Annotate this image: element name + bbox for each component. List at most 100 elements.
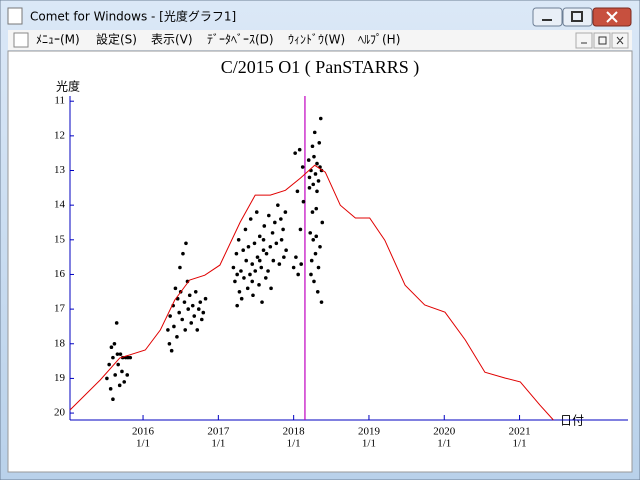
observation-point	[311, 182, 316, 187]
menu-item[interactable]: ｳｨﾝﾄﾞｳ(W)	[288, 33, 345, 47]
observation-point	[246, 244, 251, 249]
observation-point	[235, 272, 239, 277]
observation-point	[257, 283, 261, 287]
observation-point	[116, 362, 120, 367]
y-tick-label: 19	[54, 372, 66, 384]
y-tick-label: 17	[54, 303, 66, 315]
observation-point	[260, 300, 264, 304]
observation-point	[112, 341, 117, 346]
observation-point	[180, 317, 185, 322]
mdi-restore[interactable]	[593, 32, 611, 49]
observation-point	[315, 289, 320, 294]
observation-point	[295, 189, 300, 194]
mdi-buttons[interactable]	[575, 32, 629, 49]
observation-point	[173, 286, 178, 291]
observation-point	[273, 220, 277, 225]
menu-item[interactable]: ﾒﾆｭｰ(M)	[36, 33, 80, 47]
observation-point	[189, 321, 194, 325]
observation-point	[235, 303, 239, 308]
observation-point	[122, 380, 127, 384]
observation-point	[282, 255, 286, 259]
observation-point	[291, 265, 296, 270]
observation-point	[315, 161, 319, 166]
observation-point	[316, 179, 321, 183]
minimize-button[interactable]	[532, 7, 563, 27]
observation-point	[262, 224, 267, 228]
observation-point	[314, 206, 319, 211]
observation-point	[297, 147, 302, 152]
observation-point	[108, 387, 113, 391]
observation-point	[239, 296, 244, 301]
observation-point	[264, 251, 269, 256]
x-tick-label: 2018	[283, 426, 306, 438]
mdi-minimize[interactable]	[575, 32, 593, 49]
menu-item[interactable]: 表示(V)	[151, 33, 193, 47]
observation-point	[271, 258, 276, 263]
observation-point	[298, 227, 303, 232]
y-tick-label: 18	[54, 337, 66, 349]
observation-point	[195, 328, 200, 332]
y-tick-label: 16	[54, 268, 66, 280]
x-tick-label: 2016	[132, 426, 155, 438]
observation-point	[293, 151, 297, 155]
observation-point	[107, 362, 111, 367]
observation-point	[234, 251, 239, 256]
mdi-icon	[13, 32, 29, 48]
observation-point	[192, 314, 197, 318]
x-tick-date: 1/1	[287, 438, 301, 450]
observation-point	[181, 251, 185, 256]
observation-point	[319, 300, 324, 304]
window-buttons[interactable]	[532, 7, 632, 27]
observation-point	[231, 265, 236, 270]
observation-point	[267, 213, 271, 218]
observation-point	[186, 307, 191, 311]
observation-point	[313, 172, 318, 176]
observation-point	[253, 269, 258, 273]
observation-point	[184, 241, 188, 246]
observation-point	[201, 310, 206, 315]
observation-point	[242, 276, 246, 280]
observation-point	[300, 165, 305, 169]
menu-item[interactable]: 設定(S)	[96, 32, 137, 47]
observation-point	[248, 272, 252, 277]
chart-title: C/2015 O1 ( PanSTARRS )	[221, 57, 420, 78]
observation-point	[233, 279, 237, 284]
observation-point	[274, 241, 279, 246]
observation-point	[239, 269, 243, 273]
observation-point	[118, 352, 123, 356]
observation-point	[245, 286, 250, 291]
observation-point	[261, 248, 266, 253]
observation-point	[296, 272, 300, 277]
observation-point	[320, 220, 325, 225]
observation-point	[257, 258, 262, 263]
x-tick-date: 1/1	[211, 438, 225, 450]
observation-point	[113, 373, 117, 377]
observation-point	[105, 376, 109, 381]
maximize-button[interactable]	[562, 7, 593, 27]
observation-point	[307, 175, 312, 180]
observation-point	[279, 217, 283, 221]
observation-point	[284, 248, 288, 253]
y-tick-label: 20	[54, 407, 66, 419]
menu-item[interactable]: ﾍﾙﾌﾟ(H)	[358, 33, 400, 47]
observation-point	[193, 289, 198, 294]
observation-point	[199, 317, 204, 322]
observation-point	[236, 238, 241, 242]
observation-point	[251, 293, 255, 298]
observation-point	[177, 310, 181, 315]
observation-point	[318, 244, 322, 249]
observation-point	[281, 227, 285, 232]
observation-point	[115, 352, 120, 356]
x-tick-date: 1/1	[362, 438, 376, 450]
observation-point	[117, 383, 122, 388]
observation-point	[279, 238, 284, 242]
menu-item[interactable]: ﾃﾞｰﾀﾍﾞｰｽ(D)	[207, 33, 274, 47]
observation-point	[277, 262, 282, 266]
observation-point	[248, 217, 253, 221]
observation-point	[244, 258, 249, 263]
observation-point	[175, 335, 179, 339]
observation-point	[309, 272, 313, 277]
x-tick-label: 2021	[509, 426, 531, 438]
chart: C/2015 O1 ( PanSTARRS ) 光度 日付 1112131415…	[54, 57, 628, 450]
observation-point	[257, 234, 262, 239]
